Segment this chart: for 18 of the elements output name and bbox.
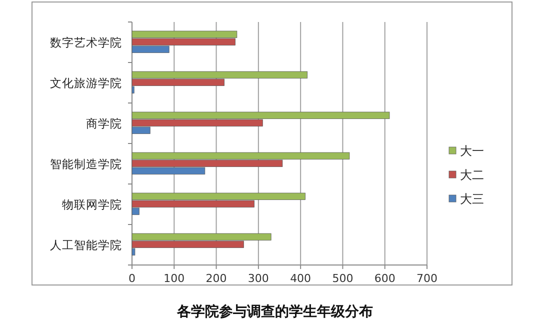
legend-label: 大三 xyxy=(460,192,484,206)
legend-label: 大一 xyxy=(460,144,484,158)
y-tick-label: 智能制造学院 xyxy=(50,156,122,171)
legend-label: 大二 xyxy=(460,168,484,182)
x-tick-label: 500 xyxy=(332,272,354,285)
x-tick-label: 600 xyxy=(374,272,396,285)
y-tick-label: 数字艺术学院 xyxy=(50,35,122,50)
x-tick-label: 200 xyxy=(206,272,227,285)
x-tick-label: 400 xyxy=(290,272,312,285)
y-tick-label: 物联网学院 xyxy=(62,197,122,212)
y-tick-label: 商学院 xyxy=(86,116,122,130)
text: 各学院参与调查的学生年级分布 xyxy=(176,303,373,320)
x-tick-label: 100 xyxy=(164,272,185,285)
y-tick-label: 文化旅游学院 xyxy=(50,76,122,90)
x-tick-label: 300 xyxy=(248,272,269,285)
x-tick-label: 0 xyxy=(128,272,136,285)
y-tick-label: 人工智能学院 xyxy=(50,238,122,252)
x-tick-label: 700 xyxy=(416,272,438,285)
